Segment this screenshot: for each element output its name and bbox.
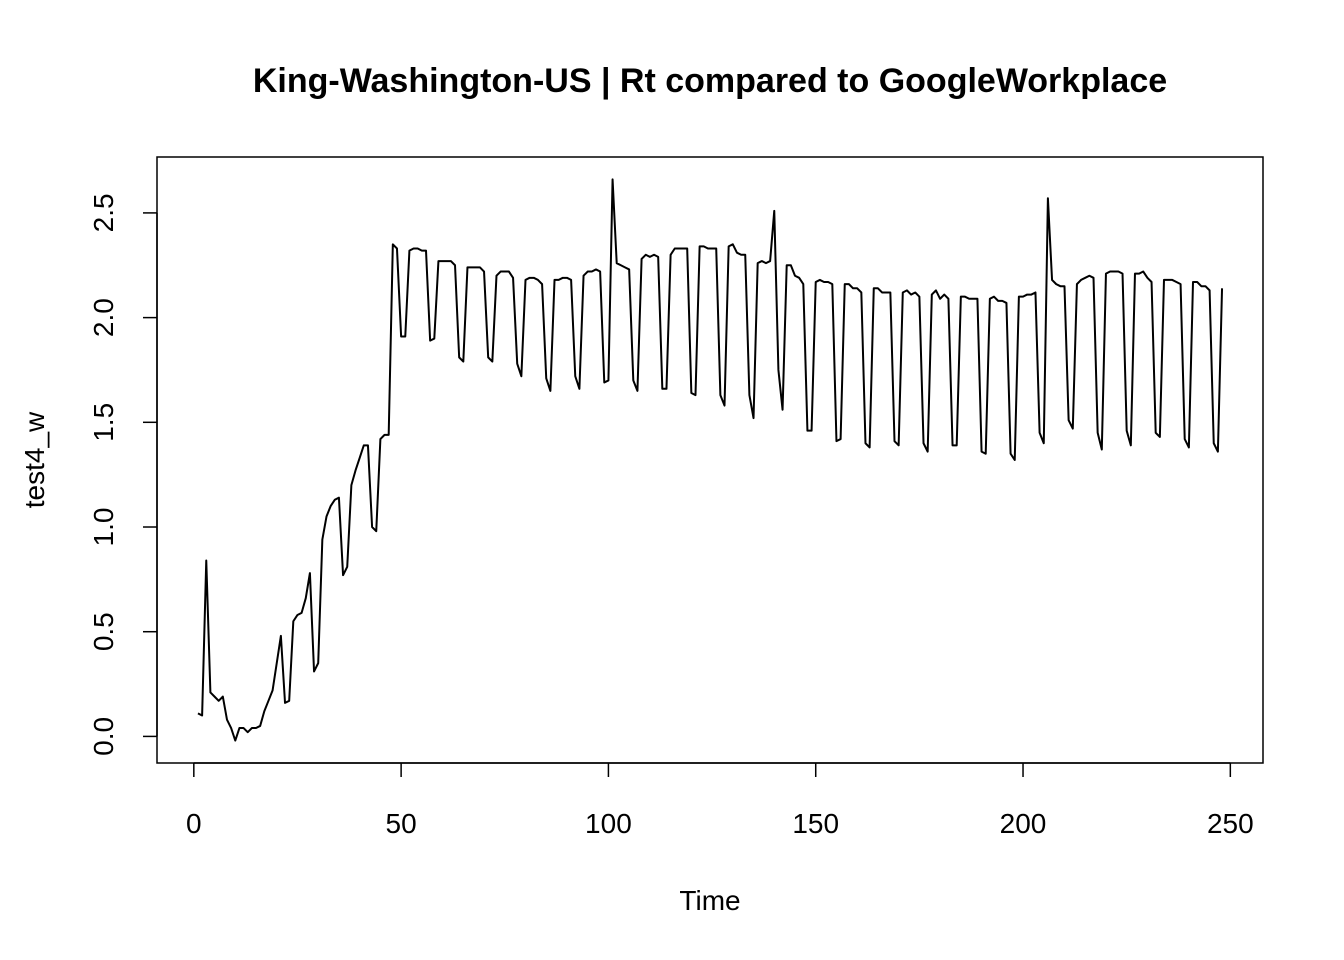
- x-tick-label: 50: [386, 808, 417, 839]
- y-tick-label: 1.0: [88, 508, 119, 547]
- y-tick-label: 0.5: [88, 612, 119, 651]
- x-tick-label: 200: [1000, 808, 1047, 839]
- y-axis-label: test4_w: [19, 411, 50, 508]
- y-tick-label: 0.0: [88, 717, 119, 756]
- x-axis-label: Time: [679, 885, 740, 916]
- x-tick-label: 250: [1207, 808, 1254, 839]
- x-tick-label: 0: [186, 808, 202, 839]
- chart-title: King-Washington-US | Rt compared to Goog…: [253, 62, 1167, 100]
- y-tick-label: 2.5: [88, 193, 119, 232]
- x-tick-label: 100: [585, 808, 632, 839]
- y-tick-label: 2.0: [88, 298, 119, 337]
- data-line: [197, 178, 1224, 742]
- x-tick-label: 150: [792, 808, 839, 839]
- y-tick-label: 1.5: [88, 403, 119, 442]
